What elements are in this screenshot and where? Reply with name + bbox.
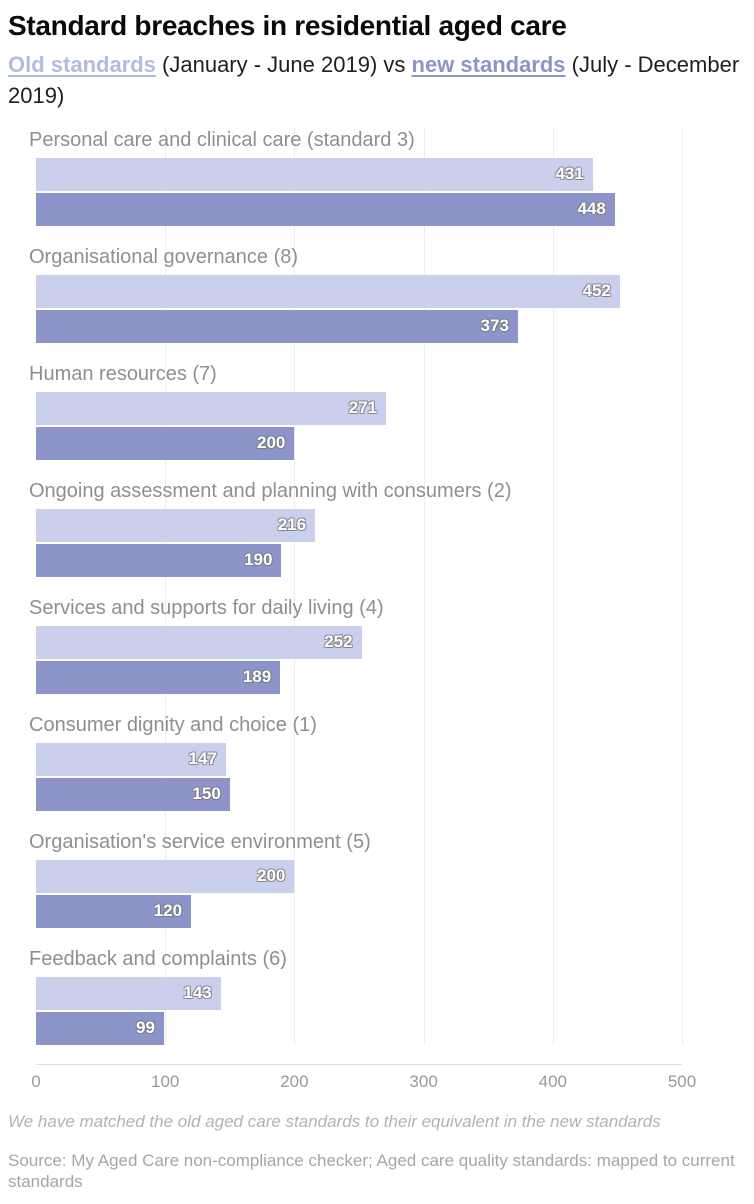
category-label: Organisation's service environment (5)	[29, 830, 371, 853]
subtitle-middle-text: (January - June 2019) vs	[155, 52, 412, 78]
category-label: Human resources (7)	[29, 362, 217, 385]
footnote: We have matched the old aged care standa…	[8, 1111, 661, 1131]
x-tick-label: 0	[31, 1071, 41, 1091]
value-label: 452	[582, 281, 611, 301]
old-standards-bar: 216	[36, 508, 316, 542]
bar-group: Organisational governance (8) 452 373	[29, 245, 682, 343]
value-label: 143	[183, 983, 212, 1003]
value-label: 271	[348, 398, 378, 418]
bar-row: 448	[36, 192, 682, 226]
old-standards-bar: 200	[36, 859, 295, 893]
bar-row: 216	[36, 508, 682, 542]
gridline	[552, 127, 554, 1045]
value-label: 120	[153, 901, 183, 921]
value-label: 99	[135, 1018, 155, 1038]
bar-group: Ongoing assessment and planning with con…	[29, 479, 682, 577]
value-label: 373	[480, 316, 509, 336]
bar-row: 373	[36, 309, 682, 343]
bar-row: 200	[36, 859, 682, 893]
source-attribution: Source: My Aged Care non-compliance chec…	[8, 1150, 735, 1191]
legend-new-standards: new standards	[411, 52, 566, 78]
bar-group: Services and supports for daily living (…	[29, 596, 682, 694]
bar-row: 271	[36, 391, 682, 425]
gridline	[682, 127, 683, 1045]
value-label: 147	[188, 749, 217, 769]
old-standards-bar: 452	[36, 274, 620, 308]
gridline	[165, 127, 167, 1045]
old-standards-bar: 252	[36, 625, 362, 659]
bar-row: 147	[36, 742, 682, 776]
new-standards-bar: 120	[36, 894, 192, 928]
new-standards-bar: 200	[36, 426, 295, 460]
x-tick-label: 200	[280, 1071, 309, 1091]
chart-title: Standard breaches in residential aged ca…	[8, 10, 567, 41]
gridline	[423, 127, 425, 1045]
value-label: 200	[257, 866, 286, 886]
gridline	[294, 127, 296, 1045]
x-tick-label: 300	[409, 1071, 438, 1091]
bar-chart-plot-area: Personal care and clinical care (standar…	[29, 127, 683, 1045]
category-label: Personal care and clinical care (standar…	[29, 128, 415, 151]
subtitle-tail-text: (July - December 2019)	[8, 52, 740, 108]
category-label: Feedback and complaints (6)	[29, 947, 287, 970]
bar-group: Human resources (7) 271 200	[29, 362, 682, 460]
bar-row: 150	[36, 777, 682, 811]
category-label: Services and supports for daily living (…	[29, 596, 384, 619]
value-label: 150	[192, 784, 221, 804]
bar-row: 190	[36, 543, 682, 577]
old-standards-bar: 143	[36, 976, 221, 1010]
value-label: 190	[244, 550, 273, 570]
bar-row: 99	[36, 1011, 682, 1045]
bar-group: Feedback and complaints (6) 143 99	[29, 947, 682, 1045]
bar-row: 143	[36, 976, 682, 1010]
bar-row: 452	[36, 274, 682, 308]
new-standards-bar: 189	[36, 660, 281, 694]
x-tick-label: 400	[538, 1071, 567, 1091]
new-standards-bar: 373	[36, 309, 518, 343]
value-label: 431	[555, 164, 584, 184]
new-standards-bar: 448	[36, 192, 615, 226]
value-label: 448	[577, 199, 606, 219]
value-label: 252	[324, 632, 353, 652]
value-label: 216	[277, 515, 307, 535]
old-standards-bar: 271	[36, 391, 387, 425]
category-label: Ongoing assessment and planning with con…	[29, 479, 512, 502]
value-label: 189	[242, 667, 272, 687]
category-label: Organisational governance (8)	[29, 245, 299, 268]
bar-row: 200	[36, 426, 682, 460]
old-standards-bar: 147	[36, 742, 226, 776]
chart-subtitle: Old standards (January - June 2019) vs n…	[8, 50, 746, 112]
new-standards-bar: 190	[36, 543, 282, 577]
x-tick-label: 100	[151, 1071, 180, 1091]
bar-row: 120	[36, 894, 682, 928]
x-tick-label: 500	[667, 1071, 697, 1091]
bar-row: 431	[36, 157, 682, 191]
x-axis: 0 100 200 300 400 500	[31, 1063, 696, 1097]
old-standards-bar: 431	[36, 157, 593, 191]
category-label: Consumer dignity and choice (1)	[29, 713, 317, 736]
bar-row: 252	[36, 625, 682, 659]
bar-group: Consumer dignity and choice (1) 147 150	[29, 713, 682, 811]
new-standards-bar: 150	[36, 777, 230, 811]
value-label: 200	[257, 433, 286, 453]
bar-row: 189	[36, 660, 682, 694]
bar-group: Organisation's service environment (5) 20…	[29, 830, 682, 928]
bar-group: Personal care and clinical care (standar…	[29, 128, 682, 226]
legend-old-standards: Old standards	[8, 52, 156, 78]
new-standards-bar: 99	[36, 1011, 164, 1045]
